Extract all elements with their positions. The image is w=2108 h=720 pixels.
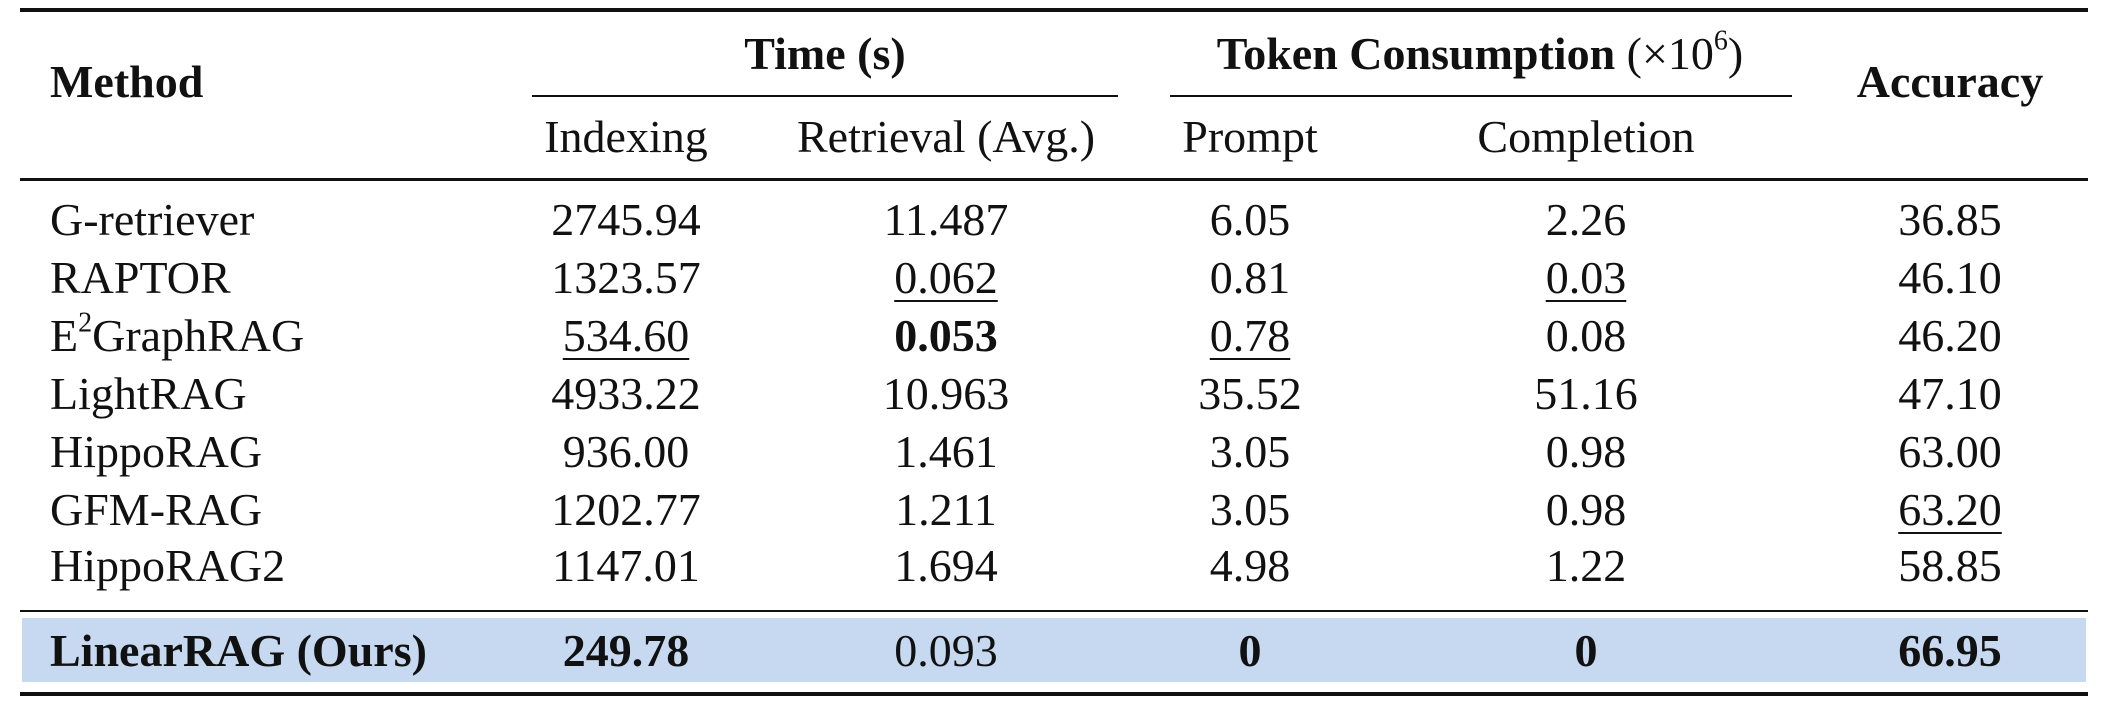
header-token-unit-suffix: ) xyxy=(1727,28,1744,79)
method-cell-ours: LinearRAG (Ours) xyxy=(50,625,427,676)
method-cell: GFM-RAG xyxy=(50,484,263,535)
token-group-rule xyxy=(1170,95,1792,97)
ours-separator-rule xyxy=(20,610,2088,612)
indexing-cell-best: 249.78 xyxy=(562,625,690,676)
time-group-rule xyxy=(532,95,1118,97)
retrieval-cell: 11.487 xyxy=(883,194,1009,245)
retrieval-cell: 1.461 xyxy=(894,426,998,477)
header-prompt: Prompt xyxy=(1182,111,1318,162)
accuracy-cell: 63.00 xyxy=(1898,426,2002,477)
method-rest: GraphRAG xyxy=(92,310,305,361)
method-cell: RAPTOR xyxy=(50,252,231,303)
top-rule xyxy=(20,8,2088,12)
method-superscript: 2 xyxy=(78,307,93,339)
accuracy-cell: 46.20 xyxy=(1898,310,2002,361)
completion-cell: 0.98 xyxy=(1545,426,1627,477)
prompt-cell: 6.05 xyxy=(1209,194,1291,245)
indexing-cell: 2745.94 xyxy=(551,194,701,245)
retrieval-cell: 1.694 xyxy=(894,540,998,591)
header-time-group: Time (s) xyxy=(744,28,906,79)
completion-cell: 51.16 xyxy=(1534,368,1638,419)
header-token-unit-prefix: (×10 xyxy=(1626,28,1714,79)
indexing-cell-second-best: 534.60 xyxy=(562,310,690,361)
accuracy-cell: 46.10 xyxy=(1898,252,2002,303)
accuracy-cell: 58.85 xyxy=(1898,540,2002,591)
indexing-cell: 1323.57 xyxy=(551,252,701,303)
header-method: Method xyxy=(50,56,204,107)
method-cell: E2GraphRAG xyxy=(50,309,305,361)
indexing-cell: 936.00 xyxy=(562,426,690,477)
header-token-main: Token Consumption xyxy=(1216,28,1616,79)
prompt-cell: 3.05 xyxy=(1209,426,1291,477)
method-cell: LightRAG xyxy=(50,368,247,419)
accuracy-cell: 47.10 xyxy=(1898,368,2002,419)
retrieval-cell: 0.093 xyxy=(894,625,998,676)
method-cell: G-retriever xyxy=(50,194,255,245)
header-bottom-rule xyxy=(20,178,2088,181)
method-base: E xyxy=(50,310,79,361)
header-token-group: Token Consumption (×106) xyxy=(1216,27,1744,79)
header-completion: Completion xyxy=(1477,111,1695,162)
retrieval-cell: 1.211 xyxy=(895,484,997,535)
prompt-cell-second-best: 0.78 xyxy=(1209,310,1291,361)
retrieval-cell-best: 0.053 xyxy=(894,310,998,361)
ours-highlight-row xyxy=(22,618,2086,682)
accuracy-cell: 36.85 xyxy=(1898,194,2002,245)
completion-cell: 2.26 xyxy=(1545,194,1627,245)
prompt-cell-best: 0 xyxy=(1238,625,1262,676)
method-cell: HippoRAG2 xyxy=(50,540,286,591)
indexing-cell: 1202.77 xyxy=(551,484,701,535)
prompt-cell: 0.81 xyxy=(1209,252,1291,303)
completion-cell-best: 0 xyxy=(1574,625,1598,676)
header-accuracy: Accuracy xyxy=(1856,56,2044,107)
retrieval-cell-second-best: 0.062 xyxy=(894,252,998,303)
completion-cell: 0.98 xyxy=(1545,484,1627,535)
bottom-rule xyxy=(20,692,2088,696)
accuracy-cell-best: 66.95 xyxy=(1898,625,2002,676)
indexing-cell: 1147.01 xyxy=(552,540,700,591)
header-token-unit-exp: 6 xyxy=(1713,25,1728,57)
prompt-cell: 4.98 xyxy=(1209,540,1291,591)
prompt-cell: 3.05 xyxy=(1209,484,1291,535)
retrieval-cell: 10.963 xyxy=(882,368,1010,419)
completion-cell-second-best: 0.03 xyxy=(1545,252,1627,303)
header-retrieval: Retrieval (Avg.) xyxy=(796,111,1096,162)
prompt-cell: 35.52 xyxy=(1198,368,1302,419)
completion-cell: 1.22 xyxy=(1545,540,1627,591)
accuracy-cell-second-best: 63.20 xyxy=(1898,484,2002,535)
header-indexing: Indexing xyxy=(544,111,708,162)
completion-cell: 0.08 xyxy=(1545,310,1627,361)
indexing-cell: 4933.22 xyxy=(551,368,701,419)
method-cell: HippoRAG xyxy=(50,426,263,477)
